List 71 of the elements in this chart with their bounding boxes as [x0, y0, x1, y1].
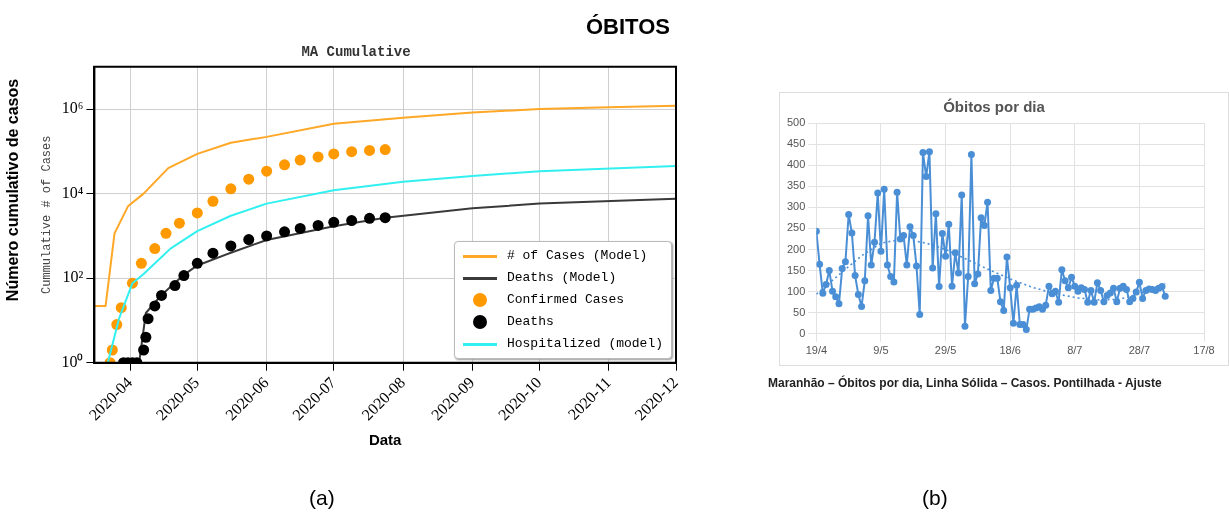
point — [261, 230, 273, 242]
point — [191, 257, 203, 269]
point — [379, 144, 391, 156]
x-tick-label: 28/7 — [1128, 344, 1151, 357]
point — [207, 247, 219, 259]
point — [142, 313, 154, 325]
legend-label: Hospitalized (model) — [506, 336, 663, 352]
point — [149, 300, 161, 312]
chart-title: Óbitos por dia — [943, 98, 1046, 116]
point — [346, 215, 358, 227]
y-tick-label: 150 — [786, 263, 806, 276]
y-tick-label: 200 — [786, 242, 806, 255]
text: Número cumulativo de casos — [4, 78, 23, 302]
legend-label: Confirmed Cases — [506, 292, 624, 308]
point — [140, 331, 152, 343]
point — [364, 144, 376, 156]
point — [312, 219, 324, 231]
point — [261, 165, 273, 177]
y-tick-label: 350 — [786, 179, 806, 192]
point — [191, 207, 203, 219]
point — [178, 270, 190, 282]
point — [279, 159, 291, 171]
point — [173, 217, 185, 229]
x-tick-label: 29/5 — [934, 344, 957, 357]
point — [379, 212, 391, 224]
point — [169, 280, 181, 292]
point — [364, 212, 376, 224]
point — [243, 173, 255, 185]
x-tick-label: 9/5 — [873, 344, 889, 357]
text: ÓBITOS — [586, 14, 670, 40]
point — [243, 234, 255, 246]
y-tick-label: 500 — [786, 116, 806, 129]
point — [294, 154, 306, 166]
point — [160, 227, 172, 239]
chart-title: MA Cumulative — [301, 43, 411, 60]
y-tick-label: 450 — [786, 137, 806, 150]
y-tick-label: 10⁴ — [61, 183, 84, 201]
point — [312, 151, 324, 163]
y-tick-label: 10⁶ — [61, 99, 84, 117]
y-tick-label: 10² — [62, 268, 84, 286]
x-tick-label: 19/4 — [805, 344, 828, 357]
text: (a) — [309, 486, 335, 510]
point — [138, 344, 150, 356]
point — [135, 257, 147, 269]
x-axis-title: Data — [368, 431, 403, 449]
point — [279, 226, 291, 238]
point — [328, 148, 340, 160]
x-tick-label: 18/6 — [999, 344, 1021, 357]
legend-label: Deaths — [506, 314, 554, 330]
point — [225, 183, 237, 195]
point — [149, 243, 161, 255]
text: Maranhão – Óbitos por dia, Linha Sólida – Casos. Pontilhada - Ajuste — [768, 376, 1162, 390]
y-axis-title: Cummulative # of Cases — [40, 135, 55, 294]
x-tick-label: 17/8 — [1193, 344, 1215, 357]
point — [346, 146, 358, 158]
y-tick-label: 300 — [786, 200, 806, 213]
y-tick-label: 10⁰ — [61, 352, 84, 370]
legend-label: Deaths (Model) — [506, 270, 617, 286]
legend-label: # of Cases (Model) — [506, 248, 648, 264]
y-tick-label: 250 — [786, 221, 806, 234]
y-tick-label: 100 — [786, 284, 806, 297]
point — [156, 289, 168, 301]
point — [294, 222, 306, 234]
point — [225, 240, 237, 252]
y-tick-label: 400 — [786, 158, 806, 171]
point — [207, 195, 219, 207]
y-tick-label: 50 — [793, 305, 806, 318]
text: (b) — [922, 486, 948, 510]
y-tick-label: 0 — [799, 326, 806, 339]
point — [328, 216, 340, 228]
x-tick-label: 8/7 — [1067, 344, 1083, 357]
